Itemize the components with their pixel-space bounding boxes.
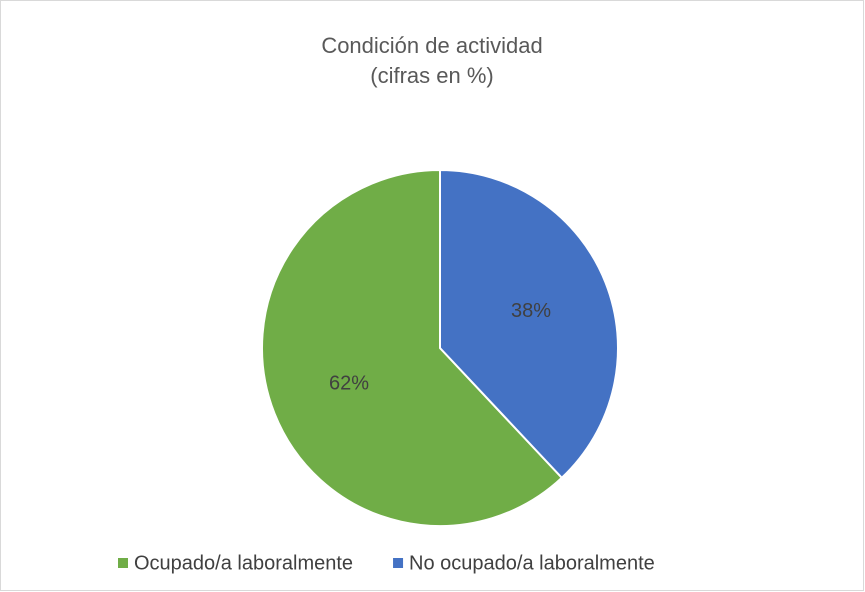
data-label: 62% (329, 372, 369, 394)
pie-slice (439, 168, 619, 480)
pie-slice (261, 168, 564, 527)
legend-label: No ocupado/a laboralmente (409, 552, 655, 574)
chart-title: Condición de actividad (321, 33, 542, 58)
legend-swatch (118, 558, 128, 568)
chart-subtitle: (cifras en %) (370, 63, 493, 88)
legend-swatch (393, 558, 404, 568)
data-label: 38% (511, 300, 551, 322)
legend-label: Ocupado/a laboralmente (134, 552, 353, 574)
